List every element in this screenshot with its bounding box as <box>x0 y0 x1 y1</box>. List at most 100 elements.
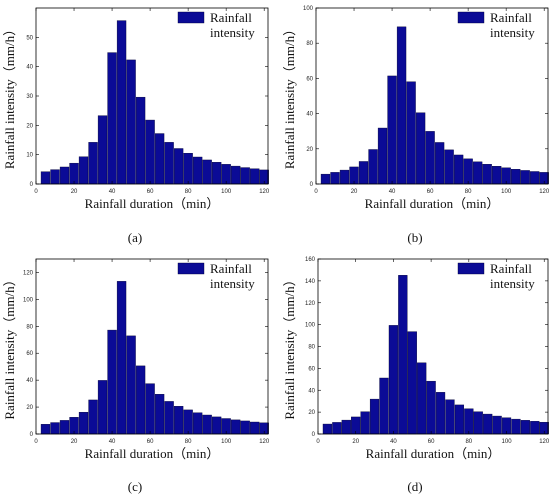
bar <box>492 415 502 435</box>
y-tick-label: 10 <box>26 153 33 159</box>
bar <box>435 392 446 435</box>
bar <box>250 168 260 185</box>
bar-series <box>322 275 549 435</box>
bar <box>406 81 416 185</box>
y-tick-label: 40 <box>308 388 315 394</box>
y-axis-label: Rainfall intensity（mm/h） <box>2 23 17 169</box>
legend-label: Rainfall <box>210 10 252 25</box>
bar <box>454 404 465 435</box>
bar <box>388 325 399 435</box>
legend-swatch <box>177 262 205 275</box>
legend-label: Rainfall <box>490 10 532 25</box>
bar <box>107 52 117 185</box>
bar <box>379 377 389 435</box>
x-tick-label: 120 <box>539 439 550 445</box>
caption-d: (d) <box>407 479 423 494</box>
bar <box>473 411 483 435</box>
bar <box>50 422 60 435</box>
x-tick-label: 60 <box>428 439 435 445</box>
bar <box>78 156 89 185</box>
legend-label: Rainfall <box>490 261 532 276</box>
bar <box>387 75 397 185</box>
x-tick-label: 60 <box>147 189 154 195</box>
bar <box>116 20 127 185</box>
x-tick-label: 0 <box>316 439 320 445</box>
bar <box>530 421 540 435</box>
bar <box>341 419 351 435</box>
x-tick-label: 0 <box>34 439 38 445</box>
bar <box>126 59 136 185</box>
y-tick-label: 120 <box>305 301 316 307</box>
bar <box>520 420 530 435</box>
chart-panel-c: 0 20 40 60 80 100 120 0 20 40 60 80 100 120 Rainfall d… <box>2 258 270 461</box>
y-tick-label: 20 <box>308 410 315 416</box>
y-tick-label: 30 <box>26 94 33 100</box>
bar <box>154 133 165 185</box>
x-tick-label: 40 <box>109 189 116 195</box>
bar <box>40 171 51 185</box>
y-tick-label: 20 <box>26 123 33 129</box>
bar <box>59 166 70 185</box>
x-axis-label: Rainfall duration（min） <box>85 446 220 461</box>
bar <box>164 401 174 435</box>
legend-label: intensity <box>490 276 535 291</box>
bar <box>97 115 108 185</box>
bar <box>192 156 203 185</box>
y-tick-label: 0 <box>30 432 34 438</box>
bar <box>173 148 184 185</box>
y-tick-label: 40 <box>26 378 33 384</box>
x-tick-label: 40 <box>390 439 397 445</box>
bar <box>231 165 241 185</box>
chart-panel-d: 0 20 40 60 80 100 120 0 20 40 60 80 100 120 140 160 Rain… <box>282 257 550 461</box>
bar <box>358 161 369 185</box>
x-tick-label: 20 <box>351 189 358 195</box>
x-tick-label: 100 <box>502 439 513 445</box>
bar <box>69 162 79 185</box>
x-tick-label: 20 <box>352 439 359 445</box>
bar <box>240 420 250 435</box>
legend-swatch <box>177 11 205 24</box>
bar <box>88 399 98 435</box>
bar <box>322 423 333 435</box>
y-tick-label: 120 <box>23 270 34 276</box>
bar <box>50 169 60 185</box>
bar <box>145 119 155 185</box>
x-tick-label: 80 <box>465 439 472 445</box>
bar <box>425 131 435 185</box>
bar <box>415 112 426 185</box>
bar <box>360 411 370 435</box>
bar <box>453 154 464 185</box>
x-axis-label: Rainfall duration（min） <box>366 446 501 461</box>
bar-series <box>40 281 269 435</box>
x-tick-label: 120 <box>259 189 270 195</box>
bar <box>202 414 212 435</box>
bar <box>482 164 492 185</box>
bar <box>78 411 89 435</box>
x-axis-label: Rainfall duration（min） <box>365 196 500 211</box>
bar <box>59 420 70 435</box>
plot-frame <box>315 7 549 185</box>
bar <box>154 394 165 435</box>
bar <box>339 169 350 185</box>
x-tick-label: 40 <box>389 189 396 195</box>
x-tick-label: 0 <box>314 189 318 195</box>
y-tick-label: 0 <box>312 432 316 438</box>
bar <box>40 424 51 435</box>
bar <box>407 331 417 435</box>
bar <box>88 142 98 185</box>
legend-swatch <box>457 262 485 275</box>
y-tick-label: 40 <box>306 112 313 118</box>
y-tick-label: 50 <box>26 35 33 41</box>
y-axis-label: Rainfall intensity（mm/h） <box>2 273 17 419</box>
legend-label: intensity <box>490 25 535 40</box>
x-axis-label: Rainfall duration（min） <box>85 196 220 211</box>
y-axis-label: Rainfall intensity（mm/h） <box>282 273 297 419</box>
caption-b: (b) <box>407 230 423 245</box>
y-tick-label: 80 <box>308 345 315 351</box>
bar <box>511 169 521 185</box>
bar <box>164 142 174 185</box>
y-tick-label: 160 <box>305 257 316 263</box>
bar <box>250 421 260 435</box>
